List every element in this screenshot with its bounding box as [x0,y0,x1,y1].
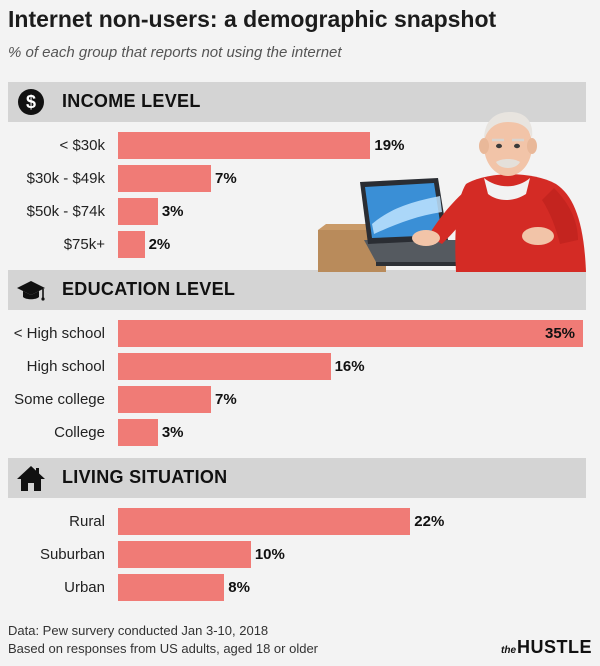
bar [118,320,583,347]
data-label: 3% [161,203,184,220]
data-label: 8% [228,579,250,596]
data-label: 35% [545,325,576,342]
chart-subtitle: % of each group that reports not using t… [8,44,342,61]
data-label: 7% [215,170,237,187]
section-header: $ INCOME LEVEL [8,82,586,122]
section-title: LIVING SITUATION [62,467,228,487]
category-label: High school [26,358,105,375]
data-label: 22% [414,513,445,530]
bar [118,353,331,380]
chart-footer: Data: Pew survery conducted Jan 3-10, 20… [8,622,318,658]
category-label: Some college [14,391,105,408]
bar [118,231,145,258]
category-label: Suburban [39,546,105,563]
source-note: Data: Pew survery conducted Jan 3-10, 20… [8,623,269,638]
bar [118,165,211,192]
data-label: 16% [334,358,365,375]
bar [118,198,158,225]
data-label: 3% [161,424,184,441]
data-label: 2% [148,236,171,253]
data-label: 19% [374,137,405,154]
man-with-laptop-illustration [318,112,586,272]
bar [118,541,251,568]
bar [118,508,411,535]
category-label: Rural [69,513,105,530]
section-title: INCOME LEVEL [62,91,201,111]
section-title: EDUCATION LEVEL [62,279,236,299]
section-header: LIVING SITUATION [8,458,586,498]
category-label: College [54,424,105,441]
data-label: 10% [254,546,285,563]
category-label: $30k - $49k [26,170,105,187]
category-label: < High school [13,325,105,342]
brand-logo: theHUSTLE [501,637,592,657]
bar [118,419,158,446]
bar [118,386,211,413]
chart-title: Internet non-users: a demographic snapsh… [8,6,497,32]
bar [118,574,225,601]
house-icon [16,463,46,493]
category-label: $50k - $74k [26,203,105,220]
graduation-cap-icon [16,275,46,305]
category-label: Urban [64,579,105,596]
section-header: EDUCATION LEVEL [8,270,586,310]
data-label: 7% [215,391,237,408]
category-label: $75k+ [63,236,105,253]
category-label: < $30k [59,137,105,154]
svg-text:$: $ [26,92,36,112]
sample-note: Based on responses from US adults, aged … [8,641,319,656]
dollar-icon: $ [16,87,46,117]
bar [118,132,371,159]
